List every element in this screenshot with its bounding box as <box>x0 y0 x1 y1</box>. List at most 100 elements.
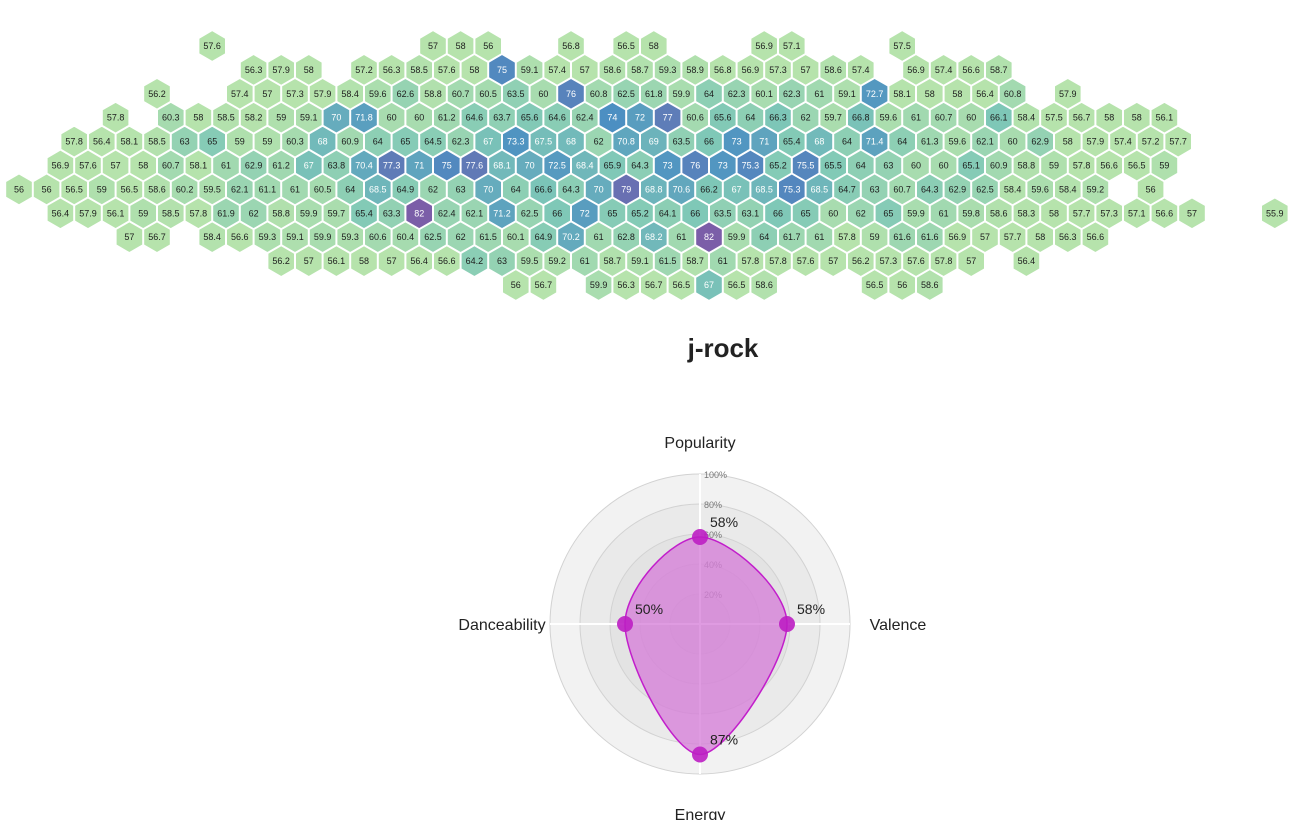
hex-shape <box>570 244 599 278</box>
hex-shape <box>1081 173 1110 206</box>
hex-shape <box>639 268 668 302</box>
hex-shape <box>73 149 103 182</box>
hex-shape <box>929 101 958 134</box>
radar-point-popularity[interactable] <box>692 529 708 545</box>
hex-shape <box>929 53 958 87</box>
hex-shape <box>957 53 986 87</box>
hex-shape <box>143 221 171 254</box>
hex-shape <box>970 221 1000 254</box>
hex-shape <box>336 77 365 110</box>
hex-shape <box>446 125 475 158</box>
hex-shape <box>322 197 351 230</box>
hex-shape <box>1026 125 1055 158</box>
hex-shape <box>253 173 282 206</box>
hex-shape <box>694 173 724 206</box>
hex-shape <box>819 53 848 87</box>
hex-shape <box>4 173 34 206</box>
hex-shape <box>115 125 144 158</box>
hex-shape <box>101 149 130 182</box>
hex-shape <box>198 29 227 63</box>
hex-shape <box>846 53 875 87</box>
hex-cell[interactable]: 57.6 <box>198 29 227 63</box>
hex-shape <box>446 29 475 63</box>
hex-shape <box>488 53 517 87</box>
hex-shape <box>763 101 793 134</box>
hex-shape <box>819 101 848 134</box>
hex-shape <box>156 197 185 230</box>
hex-shape <box>667 268 696 302</box>
hex-shape <box>915 77 944 110</box>
hex-shape <box>888 77 917 110</box>
hex-shape <box>267 101 296 134</box>
hex-shape <box>667 221 696 254</box>
hex-shape <box>1260 197 1289 230</box>
hex-cell[interactable]: 57 <box>1177 197 1207 230</box>
hex-shape <box>943 173 972 206</box>
hex-shape <box>46 197 75 230</box>
hex-cell[interactable]: 55.9 <box>1260 197 1289 230</box>
hex-shape <box>350 197 378 230</box>
hex-shape <box>170 125 199 158</box>
hex-shape <box>639 125 668 158</box>
radar-point-danceability[interactable] <box>617 616 633 632</box>
hex-shape <box>460 53 489 87</box>
hex-shape <box>819 244 848 278</box>
hex-shape <box>888 29 917 63</box>
hex-shape <box>777 221 806 254</box>
hex-shape <box>805 77 834 110</box>
hex-shape <box>391 173 420 206</box>
hex-shape <box>143 77 171 110</box>
hex-shape <box>777 29 806 63</box>
hex-shape <box>915 268 944 302</box>
hex-shape <box>391 221 420 254</box>
hex-shape <box>405 53 434 87</box>
hex-shape <box>350 149 378 182</box>
hex-shape <box>901 53 931 87</box>
hex-shape <box>736 101 765 134</box>
hex-shape <box>943 125 972 158</box>
ring-label: 80% <box>704 500 722 510</box>
radar-axis-danceability: Danceability <box>458 617 545 634</box>
hex-shape <box>625 53 655 87</box>
hex-shape <box>750 173 779 206</box>
hex-shape <box>708 149 737 182</box>
hex-shape <box>736 197 765 230</box>
hex-cell[interactable]: 56 <box>4 173 34 206</box>
hex-shape <box>446 221 475 254</box>
hex-shape <box>556 29 586 63</box>
hex-shape <box>363 173 392 206</box>
hex-shape <box>929 197 958 230</box>
hex-shape <box>598 197 627 230</box>
hex-shape <box>501 173 530 206</box>
radar-point-valence[interactable] <box>779 616 795 632</box>
hex-shape <box>239 149 268 182</box>
hex-shape <box>1136 125 1165 158</box>
hex-shape <box>612 268 641 302</box>
hex-shape <box>681 101 710 134</box>
hex-shape <box>391 125 420 158</box>
hex-shape <box>515 53 544 87</box>
hex-shape <box>888 125 917 158</box>
hex-shape <box>267 149 296 182</box>
hex-shape <box>805 125 834 158</box>
hex-shape <box>460 197 489 230</box>
hex-shape <box>308 125 337 158</box>
radar-chart: 20%40%60%80%100%58%58%87%50%PopularityVa… <box>458 435 926 820</box>
hex-shape <box>1095 149 1124 182</box>
hex-shape <box>915 221 944 254</box>
hex-shape <box>722 77 751 110</box>
hex-shape <box>1053 173 1082 206</box>
hex-shape <box>212 149 240 182</box>
ring-label: 100% <box>704 470 727 480</box>
hex-shape <box>1095 197 1124 230</box>
hex-shape <box>267 197 296 230</box>
radar-point-energy[interactable] <box>692 746 708 763</box>
hex-shape <box>777 77 806 110</box>
hex-shape <box>377 53 406 87</box>
hex-shape <box>488 244 517 278</box>
hex-shape <box>336 173 365 206</box>
hex-shape <box>874 101 903 134</box>
hex-shape <box>750 29 779 63</box>
hex-shape <box>929 244 958 278</box>
hex-shape <box>874 197 903 230</box>
